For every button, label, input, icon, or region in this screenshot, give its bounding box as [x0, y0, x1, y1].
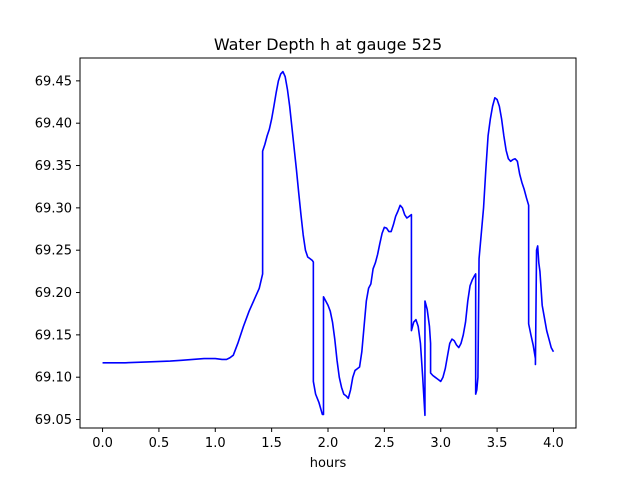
- y-tick-label: 69.35: [35, 159, 72, 174]
- x-tick-label: 1.0: [205, 436, 226, 451]
- x-tick-label: 2.0: [318, 436, 339, 451]
- y-tick-label: 69.45: [35, 74, 72, 89]
- x-axis-label: hours: [310, 456, 347, 471]
- series-line-0: [102, 70, 555, 417]
- x-tick-label: 4.0: [543, 436, 564, 451]
- x-tick-label: 3.5: [487, 436, 508, 451]
- x-tick-label: 2.5: [374, 436, 395, 451]
- x-tick-label: 0.0: [92, 436, 113, 451]
- y-tick-label: 69.15: [35, 328, 72, 343]
- series-layer: [102, 70, 555, 417]
- x-tick-label: 0.5: [149, 436, 170, 451]
- y-tick-label: 69.30: [35, 201, 72, 216]
- y-tick-label: 69.05: [35, 413, 72, 428]
- chart-title: Water Depth h at gauge 525: [214, 35, 442, 54]
- y-axis: 69.05 69.10 69.15 69.20 69.25 69.30 69.35 69.40…: [35, 74, 80, 428]
- x-tick-label: 1.5: [261, 436, 282, 451]
- y-tick-label: 69.20: [35, 286, 72, 301]
- x-tick-label: 3.0: [430, 436, 451, 451]
- y-tick-label: 69.10: [35, 371, 72, 386]
- x-axis: 0.0 0.5 1.0 1.5 2.0 2.5 3.0 3.5 4.0: [92, 428, 564, 451]
- y-tick-label: 69.40: [35, 117, 72, 132]
- y-tick-label: 69.25: [35, 244, 72, 259]
